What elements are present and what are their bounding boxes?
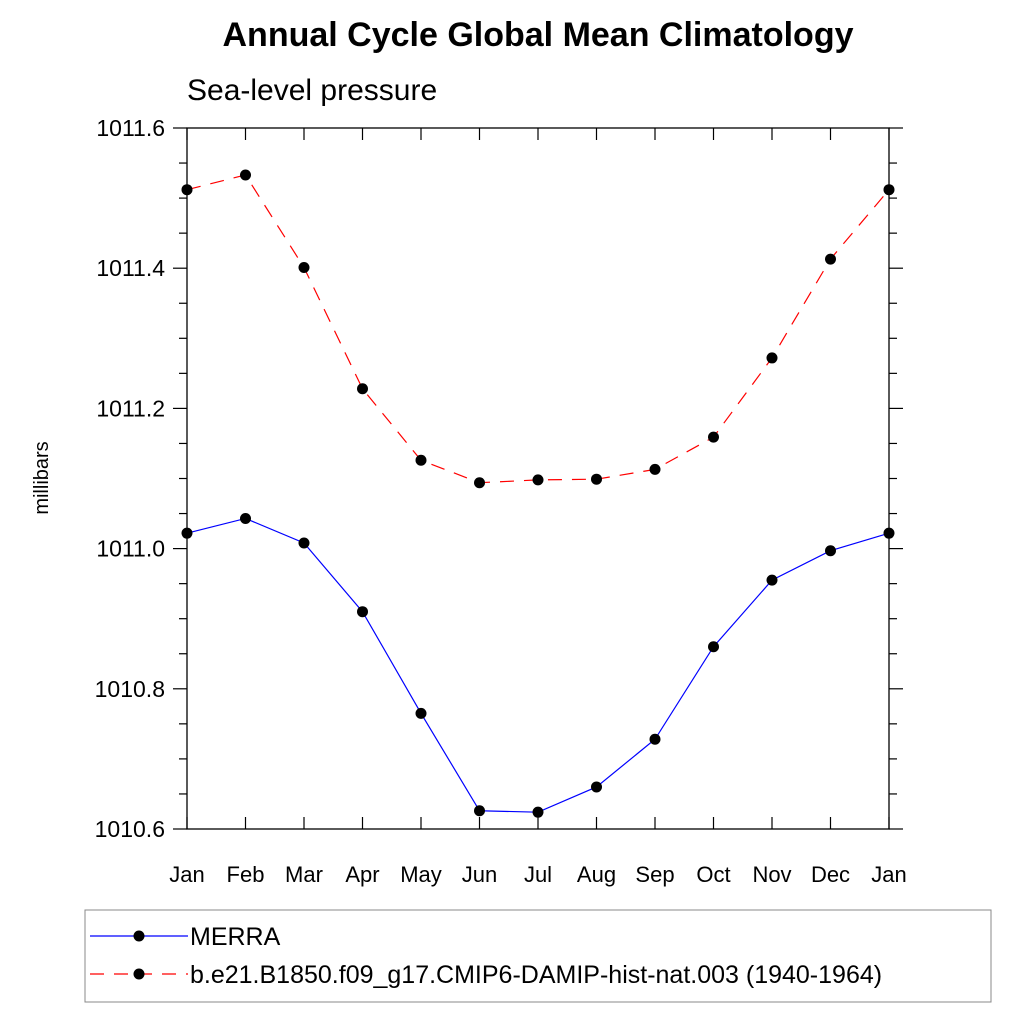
plot-frame bbox=[186, 127, 890, 830]
series-point bbox=[825, 545, 836, 557]
series-point bbox=[181, 527, 193, 539]
x-tick-labels: Jan Feb Mar Apr May Jun Jul Aug Sep Oct Nov Dec Jan bbox=[169, 862, 906, 887]
x-tick-label: Nov bbox=[752, 862, 791, 887]
x-tick-label: Feb bbox=[227, 862, 265, 887]
legend-label-merra: MERRA bbox=[190, 923, 281, 951]
x-tick-label: Jul bbox=[524, 862, 552, 887]
y-tick-label: 1011.0 bbox=[96, 536, 165, 562]
y-tick-label: 1011.4 bbox=[96, 255, 165, 281]
x-tick-label: Mar bbox=[285, 862, 323, 887]
x-tick-label: Aug bbox=[577, 862, 616, 887]
x-tick-label: Sep bbox=[635, 862, 674, 887]
series-point bbox=[766, 352, 778, 364]
series-point bbox=[357, 606, 368, 618]
series-point bbox=[532, 474, 544, 486]
chart-subtitle: Sea-level pressure bbox=[187, 74, 437, 107]
series-point bbox=[766, 574, 778, 586]
x-tick-label: May bbox=[400, 862, 442, 887]
series-layer bbox=[181, 169, 895, 818]
y-tick-label: 1010.8 bbox=[95, 676, 165, 702]
series-point bbox=[708, 641, 719, 653]
series-point bbox=[181, 184, 193, 196]
series-point bbox=[415, 454, 427, 466]
series-line bbox=[186, 174, 890, 484]
legend-label-model: b.e21.B1850.f09_g17.CMIP6-DAMIP-hist-nat… bbox=[190, 961, 882, 989]
series-point bbox=[649, 733, 661, 745]
series-point bbox=[298, 537, 310, 549]
x-tick-label: Jan bbox=[169, 862, 204, 887]
legend: MERRA b.e21.B1850.f09_g17.CMIP6-DAMIP-hi… bbox=[84, 909, 992, 1003]
legend-marker-model bbox=[133, 968, 145, 980]
x-tick-label: Apr bbox=[345, 862, 379, 887]
legend-marker-merra bbox=[133, 930, 145, 942]
series-point bbox=[883, 184, 895, 196]
series-point bbox=[649, 463, 661, 475]
y-tick-labels: 1010.6 1010.8 1011.0 1011.2 1011.4 1011.6 bbox=[95, 115, 166, 842]
series-point bbox=[298, 261, 310, 273]
series-1 bbox=[181, 169, 895, 489]
x-tick-label: Jun bbox=[462, 862, 497, 887]
y-tick-label: 1010.6 bbox=[95, 816, 165, 842]
series-point bbox=[240, 169, 251, 181]
x-tick-label: Dec bbox=[811, 862, 850, 887]
series-point bbox=[357, 383, 368, 395]
y-tick-label: 1011.2 bbox=[96, 395, 165, 421]
series-point bbox=[883, 527, 895, 539]
series-point bbox=[591, 781, 602, 793]
legend-box bbox=[84, 909, 992, 1003]
series-point bbox=[532, 806, 544, 818]
series-point bbox=[591, 473, 602, 485]
series-point bbox=[474, 477, 485, 489]
chart-title: Annual Cycle Global Mean Climatology bbox=[223, 16, 854, 54]
series-point bbox=[474, 805, 485, 817]
series-point bbox=[825, 253, 836, 265]
x-tick-label: Oct bbox=[696, 862, 730, 887]
series-point bbox=[415, 707, 427, 719]
series-point bbox=[708, 431, 719, 443]
series-0 bbox=[181, 512, 895, 818]
y-axis-label: millibars bbox=[31, 441, 53, 514]
series-point bbox=[240, 512, 251, 524]
y-tick-label: 1011.6 bbox=[96, 115, 165, 141]
x-tick-label: Jan bbox=[871, 862, 906, 887]
series-line bbox=[186, 517, 890, 813]
